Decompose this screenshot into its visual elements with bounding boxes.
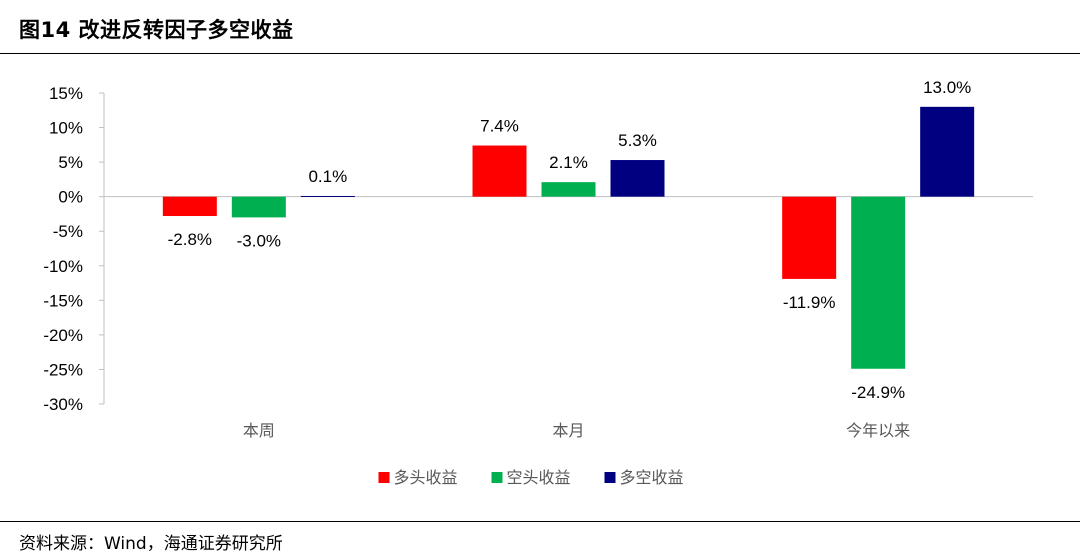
data-label: -24.9% [851,383,905,402]
y-tick-label: -10% [43,257,83,276]
legend-swatch [378,472,390,483]
y-tick-label: 5% [58,153,83,172]
y-tick-label: -25% [43,360,83,379]
y-tick-label: 10% [49,119,83,138]
bar [300,195,355,197]
y-tick-label: -30% [43,395,83,414]
y-tick-label: 15% [49,84,83,103]
bar [920,106,975,197]
legend-swatch [491,472,503,483]
y-tick-label: -5% [53,222,83,241]
data-label: 0.1% [308,167,347,186]
legend-swatch [604,472,616,483]
bottom-rule [0,521,1080,522]
legend-label: 空头收益 [507,468,571,487]
bar [162,196,217,217]
top-rule [0,53,1080,54]
x-category-label: 本月 [552,421,584,440]
data-label: -11.9% [783,293,836,312]
legend-label: 多空收益 [620,468,684,487]
bar [472,145,527,197]
data-labels: -2.8% -3.0% 0.1% 7.4% 2.1% 5.3% -11.9% -24.9% 13… [168,78,972,402]
data-label: 5.3% [618,131,657,150]
y-tick-label: -15% [43,291,83,310]
bars [162,106,975,369]
source-note: 资料来源：Wind，海通证券研究所 [19,534,283,554]
bar [851,196,906,369]
x-category-label: 本周 [243,421,275,440]
legend: 多头收益 空头收益 多空收益 [378,468,684,487]
legend-label: 多头收益 [394,468,458,487]
y-tick-label: -20% [43,326,83,345]
data-label: -3.0% [237,231,281,250]
data-label: 2.1% [549,153,588,172]
chart-title: 图14 改进反转因子多空收益 [19,18,294,42]
axes: 15% 10% 5% 0% -5% -10% -15% -20% -25% -30% 本周 本月 今年以… [43,84,1033,440]
bar [541,182,596,197]
bar [231,196,286,218]
bar [610,160,665,197]
x-category-label: 今年以来 [846,421,910,440]
y-tick-label: 0% [58,188,83,207]
data-label: -2.8% [168,230,212,249]
data-label: 13.0% [923,78,971,97]
bar [782,196,837,279]
data-label: 7.4% [480,117,519,136]
